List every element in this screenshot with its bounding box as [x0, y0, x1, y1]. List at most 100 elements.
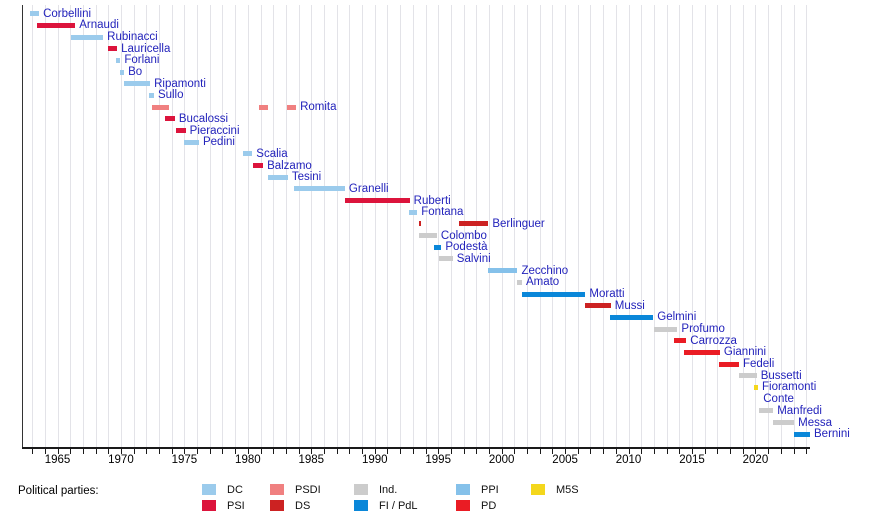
- term-bar: [184, 139, 199, 145]
- axis-tick: [387, 449, 389, 454]
- minister-label[interactable]: Rubinacci: [107, 31, 158, 44]
- minister-label[interactable]: Ripamonti: [154, 77, 206, 90]
- minister-label[interactable]: Romita: [300, 101, 337, 114]
- axis-tick: [603, 449, 605, 454]
- term-bar: [176, 128, 186, 133]
- grid-line: [527, 5, 529, 447]
- minister-label[interactable]: Colombo: [440, 229, 487, 242]
- minister-label[interactable]: Profumo: [681, 323, 725, 336]
- minister-label[interactable]: Bernini: [814, 428, 850, 441]
- minister-label[interactable]: Podestà: [445, 241, 488, 254]
- axis-tick-label: 2010: [615, 454, 642, 466]
- minister-label[interactable]: Scalia: [256, 147, 288, 160]
- minister-label[interactable]: Ruberti: [413, 194, 451, 207]
- axis-tick: [539, 449, 541, 454]
- minister-label[interactable]: Fontana: [421, 206, 464, 219]
- axis-tick-label: 2005: [552, 454, 578, 466]
- grid-line: [488, 5, 490, 447]
- minister-label[interactable]: Amato: [525, 276, 560, 289]
- term-bar: [115, 57, 121, 63]
- term-bar: [772, 420, 795, 425]
- minister-label[interactable]: Zecchino: [521, 264, 569, 277]
- axis-tick-label: 1985: [298, 454, 325, 466]
- axis-tick: [692, 449, 693, 454]
- grid-line: [82, 5, 84, 447]
- axis-tick: [717, 449, 719, 454]
- grid-line: [260, 5, 262, 447]
- axis-tick: [628, 449, 630, 454]
- axis-tick: [501, 449, 503, 454]
- legend-label: PD: [481, 500, 497, 512]
- axis-tick-label: 1980: [235, 454, 261, 466]
- term-bar: [286, 104, 297, 110]
- term-bar: [70, 34, 104, 40]
- grid-line: [349, 5, 351, 447]
- grid-line: [146, 5, 148, 447]
- grid-line: [692, 5, 693, 447]
- axis-tick-label: 1995: [425, 454, 451, 466]
- term-bar: [516, 279, 522, 285]
- minister-label[interactable]: Tesini: [291, 171, 322, 184]
- grid-line: [438, 5, 440, 447]
- axis-tick: [57, 449, 59, 454]
- term-bar: [148, 92, 154, 98]
- axis-tick: [184, 449, 186, 454]
- minister-label[interactable]: Fioramonti: [761, 381, 817, 394]
- axis-tick: [197, 449, 199, 454]
- minister-label[interactable]: Salvini: [456, 252, 491, 265]
- axis-tick: [565, 449, 567, 454]
- grid-line: [171, 5, 173, 447]
- minister-label[interactable]: Berlinguer: [492, 217, 545, 230]
- minister-label[interactable]: Gelmini: [657, 311, 697, 324]
- term-bar: [584, 303, 611, 309]
- minister-label[interactable]: Forlani: [124, 54, 160, 67]
- minister-label[interactable]: Bo: [128, 66, 143, 79]
- minister-label[interactable]: Sullo: [157, 89, 184, 102]
- minister-label[interactable]: Messa: [798, 416, 833, 429]
- minister-label[interactable]: Lauricella: [121, 42, 171, 55]
- minister-label[interactable]: Carrozza: [690, 334, 737, 347]
- minister-label[interactable]: Giannini: [723, 346, 767, 359]
- minister-label[interactable]: Arnaudi: [79, 19, 119, 32]
- grid-line: [108, 5, 110, 447]
- minister-label[interactable]: Pedini: [202, 136, 235, 149]
- minister-label[interactable]: Fedeli: [742, 358, 775, 371]
- axis-tick: [95, 449, 97, 454]
- axis-tick: [653, 449, 655, 454]
- minister-label[interactable]: Granelli: [348, 182, 389, 195]
- axis-tick: [641, 449, 643, 454]
- minister-label[interactable]: Pieraccini: [189, 124, 240, 137]
- legend-swatch: [270, 500, 284, 511]
- term-bar: [152, 104, 169, 110]
- minister-label[interactable]: Balzamo: [267, 159, 312, 172]
- axis-tick: [298, 449, 300, 454]
- term-bar: [758, 408, 774, 414]
- grid-line: [247, 5, 249, 447]
- grid-line: [552, 5, 554, 447]
- axis-tick-label: 2000: [488, 454, 515, 466]
- minister-label[interactable]: Bussetti: [760, 369, 802, 382]
- grid-line: [742, 5, 744, 447]
- legend-swatch: [270, 484, 284, 495]
- minister-label[interactable]: Mussi: [614, 299, 645, 312]
- axis-tick: [590, 449, 592, 454]
- grid-line: [374, 5, 376, 447]
- axis-tick: [260, 449, 262, 454]
- legend-label: Ind.: [379, 484, 398, 496]
- axis-tick-label: 2020: [742, 454, 769, 466]
- axis-tick: [476, 449, 478, 454]
- term-bar: [242, 151, 253, 157]
- grid-line: [780, 5, 782, 447]
- minister-label[interactable]: Moratti: [589, 288, 625, 301]
- legend-label: FI / PdL: [379, 500, 418, 512]
- minister-label[interactable]: Conte: [763, 393, 794, 406]
- axis-tick: [362, 449, 364, 454]
- minister-label[interactable]: Bucalossi: [178, 112, 229, 125]
- minister-label[interactable]: Manfredi: [777, 404, 822, 417]
- minister-label[interactable]: Corbellini: [43, 7, 92, 20]
- legend-swatch: [202, 484, 216, 495]
- axis-tick: [615, 449, 617, 454]
- grid-line: [577, 5, 579, 447]
- legend-swatch: [202, 500, 216, 511]
